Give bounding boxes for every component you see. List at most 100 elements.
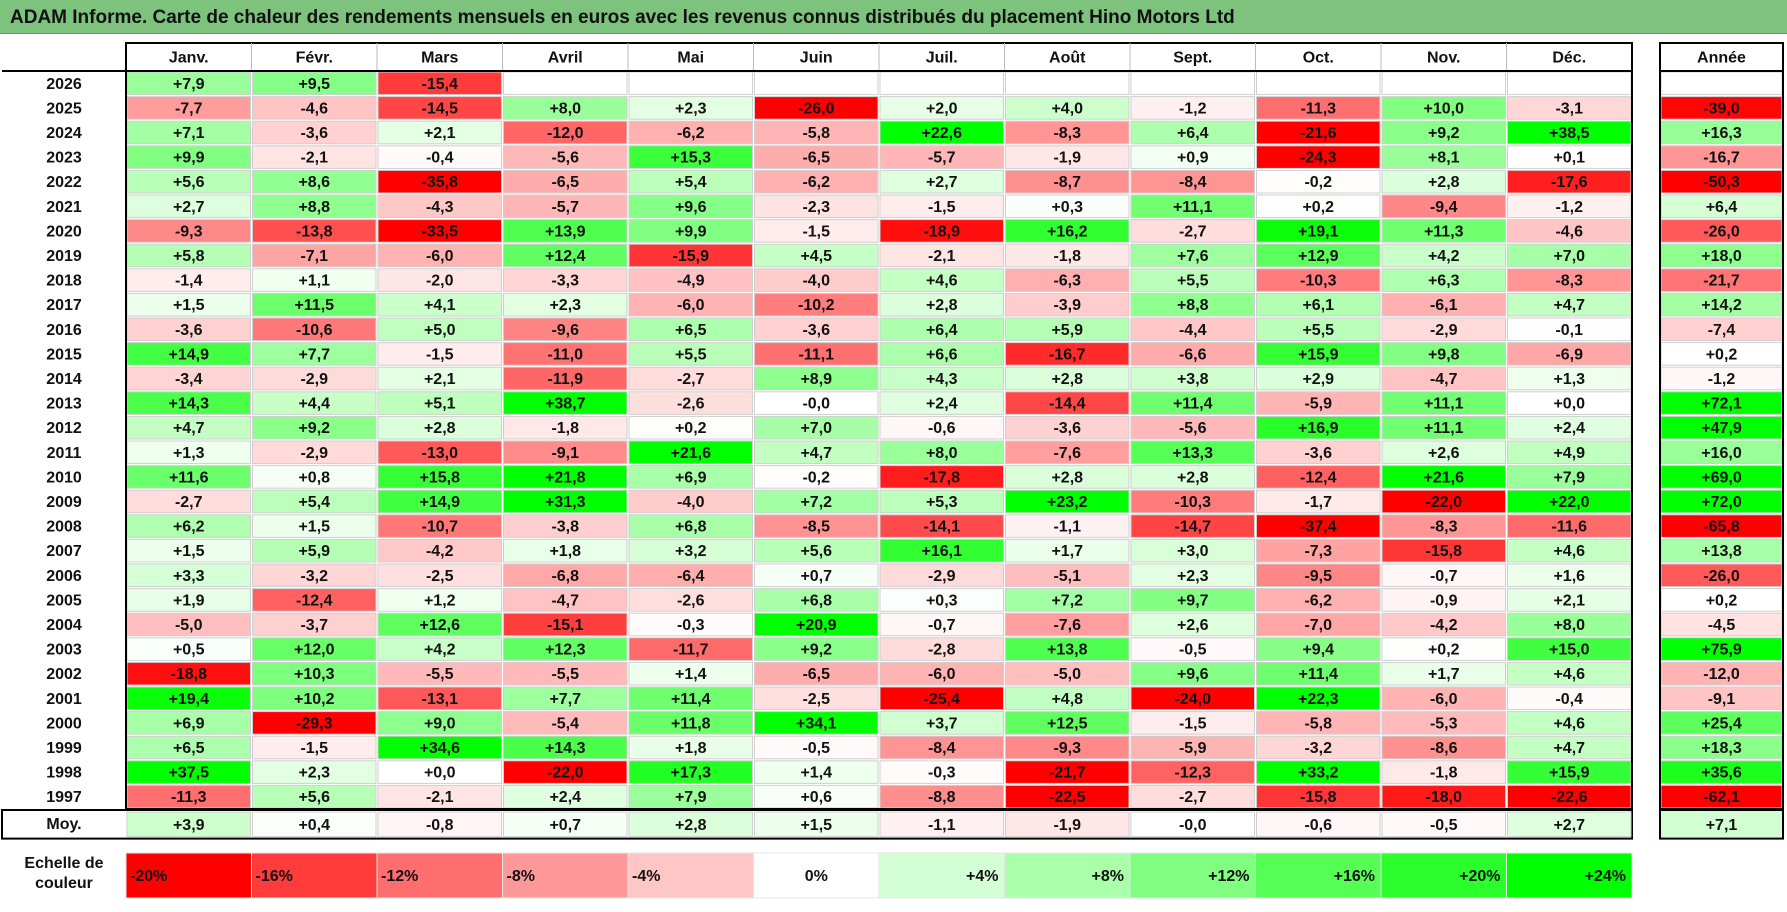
heatmap-cell-value: +34,6 [420,740,461,757]
heatmap-cell [1381,71,1506,96]
heatmap-cell [252,735,377,760]
heatmap-cell-value: -11,6 [1551,519,1587,536]
heatmap-cell-value: +2,8 [1051,469,1083,486]
color-scale-swatch [627,852,754,899]
heatmap-cell [628,711,753,735]
heatmap-cell [754,588,879,612]
heatmap-cell-value: +1,4 [800,765,832,782]
heatmap-cell [628,661,753,686]
heatmap-cell-value: +5,6 [800,543,832,560]
heatmap-cell [503,169,628,194]
annual-cell-value: -12,0 [1703,666,1740,683]
heatmap-cell [503,317,628,342]
heatmap-cell [628,415,753,440]
heatmap-cell-value: +16,1 [922,543,963,560]
heatmap-cell [252,661,377,686]
heatmap-cell-value: -0,4 [426,150,454,167]
annual-cell-value: +25,4 [1701,715,1742,732]
color-scale-step-label: -20% [130,868,167,885]
heatmap-cell-value: -10,2 [798,297,835,314]
heatmap-cell-value: +38,7 [545,396,586,413]
heatmap-cell-value: +14,3 [545,740,586,757]
heatmap-cell-value: +1,7 [1428,666,1460,683]
heatmap-cell [628,169,753,194]
heatmap-cell-value: -5,8 [1304,715,1332,732]
heatmap-cell [1256,588,1381,612]
heatmap-cell [754,563,879,588]
heatmap-cell [628,366,753,391]
heatmap-cell-value: -3,6 [802,322,830,339]
heatmap-cell-value: +4,7 [800,445,832,462]
heatmap-cell-value: +1,8 [549,543,581,560]
heatmap-cell [1130,760,1255,784]
heatmap-cell-value: +4,5 [800,248,832,265]
color-scale-step-label: -16% [256,868,293,885]
heatmap-cell-value: -1,1 [1053,519,1081,536]
heatmap-cell [754,145,879,169]
heatmap-cell-value: +2,8 [1177,469,1209,486]
heatmap-cell-value: -11,1 [798,346,834,363]
heatmap-cell-value: -2,6 [677,592,705,609]
heatmap-cell-value: -9,3 [1053,740,1081,757]
heatmap-cell-value: -12,4 [296,592,333,609]
heatmap-cell-value: -1,2 [1555,199,1583,216]
average-cell-value: +2,8 [675,817,707,834]
heatmap-cell-value: +9,4 [1302,642,1334,659]
year-label: 2008 [46,519,82,536]
heatmap-cell-value: -5,0 [1053,666,1081,683]
heatmap-cell-value: +22,6 [922,125,963,142]
heatmap-cell-value: -21,7 [1049,765,1086,782]
heatmap-cell [1005,243,1130,268]
heatmap-cell-value: +12,3 [545,642,586,659]
heatmap-cell [1256,514,1381,538]
heatmap-cell-value: +6,6 [926,346,958,363]
heatmap-cell [377,169,502,194]
heatmap-cell-value: +2,4 [549,789,581,806]
heatmap-cell-value: +8,8 [1177,297,1209,314]
heatmap-cell [628,391,753,415]
heatmap-cell-value: +1,7 [1051,543,1083,560]
heatmap-cell-value: -1,5 [426,346,454,363]
heatmap-cell-value: +17,3 [671,765,712,782]
heatmap-cell-value: +4,3 [926,371,958,388]
year-label: 2007 [46,543,82,560]
heatmap-cell-value: +1,9 [173,592,205,609]
heatmap-cell-value: -11,9 [547,371,583,388]
average-cell-value: +0,4 [298,817,330,834]
heatmap-cell-value: -5,0 [175,617,203,634]
heatmap-cell-value: +7,0 [800,420,832,437]
heatmap-cell [503,440,628,465]
color-scale-swatch [878,852,1005,899]
heatmap-cell [252,366,377,391]
heatmap-cell-value: +0,8 [298,469,330,486]
heatmap-cell-value: +4,7 [1553,740,1585,757]
heatmap-cell-value: -15,8 [1300,789,1337,806]
heatmap-cell [754,514,879,538]
heatmap-cell-value: +2,4 [926,396,958,413]
heatmap-cell-value: -14,7 [1175,519,1212,536]
heatmap-cell [377,219,502,243]
heatmap-cell-value: -3,6 [175,322,203,339]
heatmap-cell [879,391,1004,415]
heatmap-cell-value: -8,3 [1555,273,1583,290]
heatmap-cell-value: -11,3 [1300,100,1336,117]
heatmap-cell-value: +16,9 [1298,420,1339,437]
heatmap-cell-value: -0,7 [1430,568,1458,585]
heatmap-cell-value: +16,2 [1047,223,1088,240]
heatmap-cell-value: +13,8 [1047,642,1088,659]
heatmap-cell [252,243,377,268]
heatmap-cell-value: -8,4 [1179,174,1207,191]
heatmap-cell-value: -18,9 [924,223,961,240]
heatmap-cell [879,71,1004,96]
heatmap-cell [377,489,502,514]
heatmap-cell-value: -1,4 [175,273,203,290]
heatmap-cell-value: +4,9 [1553,445,1585,462]
heatmap-cell-value: +4,4 [298,396,330,413]
heatmap-cell-value: -8,3 [1053,125,1081,142]
year-label: 2022 [46,174,82,191]
heatmap-cell-value: +1,5 [173,543,205,560]
heatmap-cell-value: -2,5 [426,568,454,585]
heatmap-cell [503,637,628,661]
heatmap-cell-value: -2,8 [928,642,956,659]
heatmap-cell-value: -13,8 [296,223,333,240]
